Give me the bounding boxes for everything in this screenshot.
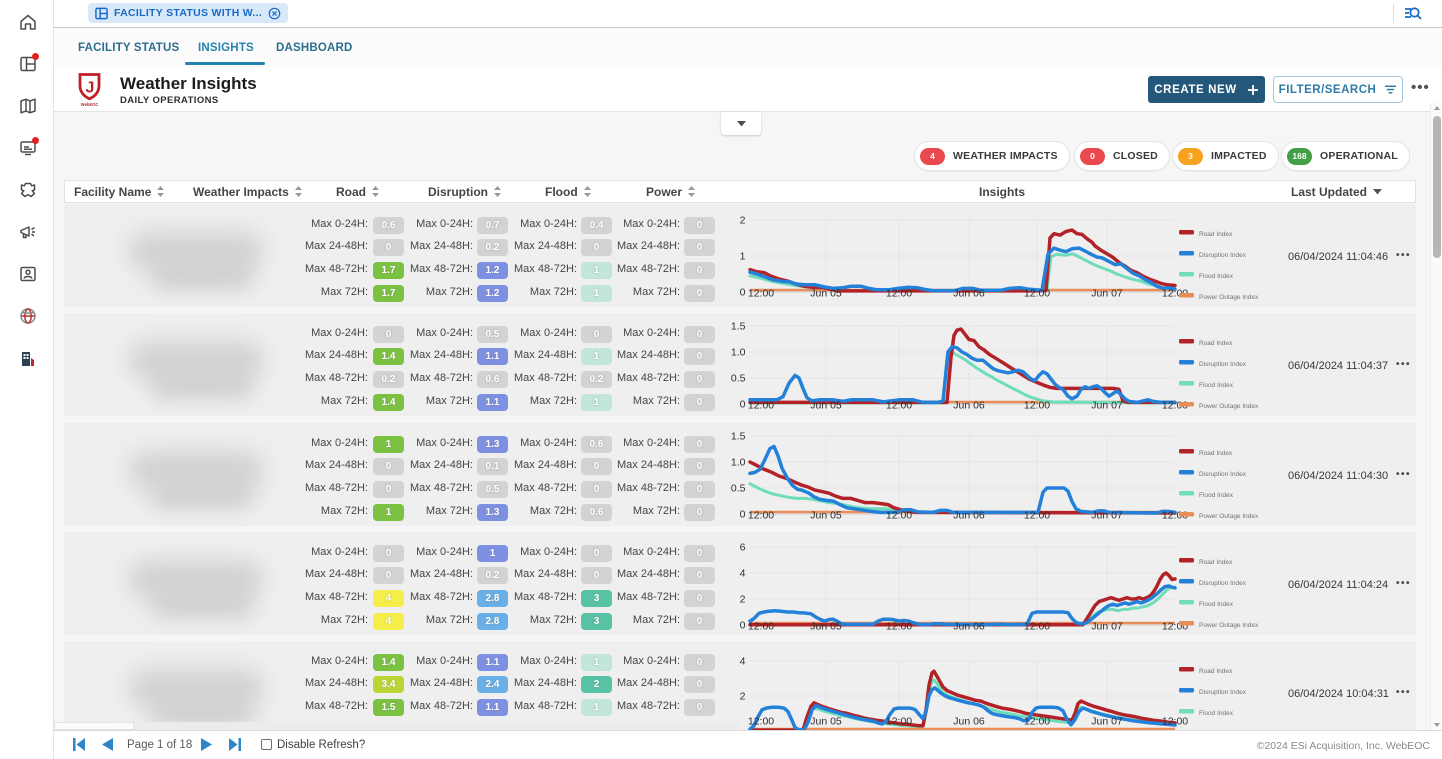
svg-text:Road Index: Road Index (1199, 231, 1233, 238)
svg-text:12:00: 12:00 (1024, 288, 1050, 300)
svg-text:Disruption Index: Disruption Index (1199, 689, 1247, 696)
svg-text:2: 2 (740, 594, 746, 606)
svg-text:Power Outage Index: Power Outage Index (1199, 622, 1259, 629)
svg-text:Jun 07: Jun 07 (1091, 716, 1123, 728)
svg-text:Jun 06: Jun 06 (953, 621, 985, 633)
svg-text:Jun 05: Jun 05 (810, 621, 842, 633)
svg-text:12:00: 12:00 (886, 288, 912, 300)
svg-text:1.0: 1.0 (731, 347, 746, 359)
svg-text:Power Outage Index: Power Outage Index (1199, 513, 1259, 520)
svg-text:Disruption Index: Disruption Index (1199, 361, 1247, 368)
svg-text:12:00: 12:00 (1024, 716, 1050, 728)
svg-text:12:00: 12:00 (1024, 621, 1050, 633)
svg-text:Jun 06: Jun 06 (953, 716, 985, 728)
svg-text:12:00: 12:00 (1024, 400, 1050, 412)
svg-text:Road Index: Road Index (1199, 450, 1233, 457)
svg-text:1: 1 (740, 251, 746, 263)
svg-text:0: 0 (740, 399, 746, 411)
svg-text:Power Outage Index: Power Outage Index (1199, 403, 1259, 410)
svg-text:Jun 06: Jun 06 (953, 400, 985, 412)
svg-text:0: 0 (740, 509, 746, 521)
svg-text:WebEOC: WebEOC (81, 102, 99, 107)
svg-text:12:00: 12:00 (886, 621, 912, 633)
svg-text:Road Index: Road Index (1199, 340, 1233, 347)
svg-text:Road Index: Road Index (1199, 668, 1233, 675)
svg-text:12:00: 12:00 (748, 716, 774, 728)
svg-text:12:00: 12:00 (886, 400, 912, 412)
svg-text:6: 6 (740, 542, 746, 554)
svg-text:12:00: 12:00 (1024, 510, 1050, 522)
svg-text:Jun 07: Jun 07 (1091, 288, 1123, 300)
svg-text:Disruption Index: Disruption Index (1199, 580, 1247, 587)
svg-text:4: 4 (740, 568, 746, 580)
svg-text:12:00: 12:00 (886, 510, 912, 522)
svg-text:Jun 07: Jun 07 (1091, 400, 1123, 412)
svg-text:Flood Index: Flood Index (1199, 601, 1234, 608)
svg-text:Jun 07: Jun 07 (1091, 621, 1123, 633)
svg-text:1.5: 1.5 (731, 321, 746, 333)
svg-text:12:00: 12:00 (748, 400, 774, 412)
svg-text:Jun 05: Jun 05 (810, 400, 842, 412)
svg-text:Flood Index: Flood Index (1199, 492, 1234, 499)
svg-text:0.5: 0.5 (731, 483, 746, 495)
svg-text:Power Outage Index: Power Outage Index (1199, 294, 1259, 301)
svg-text:12:00: 12:00 (886, 716, 912, 728)
svg-text:J: J (86, 80, 95, 97)
svg-text:Disruption Index: Disruption Index (1199, 252, 1247, 259)
svg-text:Jun 05: Jun 05 (810, 716, 842, 728)
svg-text:Jun 07: Jun 07 (1091, 510, 1123, 522)
svg-text:2: 2 (740, 691, 746, 703)
svg-text:Flood Index: Flood Index (1199, 382, 1234, 389)
svg-text:1.5: 1.5 (731, 431, 746, 443)
svg-text:2: 2 (740, 215, 746, 227)
svg-text:12:00: 12:00 (748, 288, 774, 300)
svg-text:4: 4 (740, 656, 746, 668)
svg-text:Flood Index: Flood Index (1199, 273, 1234, 280)
svg-text:0: 0 (740, 287, 746, 299)
svg-text:0.5: 0.5 (731, 373, 746, 385)
svg-text:12:00: 12:00 (748, 510, 774, 522)
svg-text:1.0: 1.0 (731, 457, 746, 469)
svg-text:Jun 06: Jun 06 (953, 288, 985, 300)
svg-text:0: 0 (740, 620, 746, 632)
svg-text:12:00: 12:00 (748, 621, 774, 633)
svg-text:12:00: 12:00 (1162, 716, 1188, 728)
svg-text:Jun 05: Jun 05 (810, 288, 842, 300)
svg-text:Flood Index: Flood Index (1199, 710, 1234, 717)
svg-text:Disruption Index: Disruption Index (1199, 471, 1247, 478)
svg-text:Jun 05: Jun 05 (810, 510, 842, 522)
svg-text:Jun 06: Jun 06 (953, 510, 985, 522)
svg-text:Road Index: Road Index (1199, 559, 1233, 566)
